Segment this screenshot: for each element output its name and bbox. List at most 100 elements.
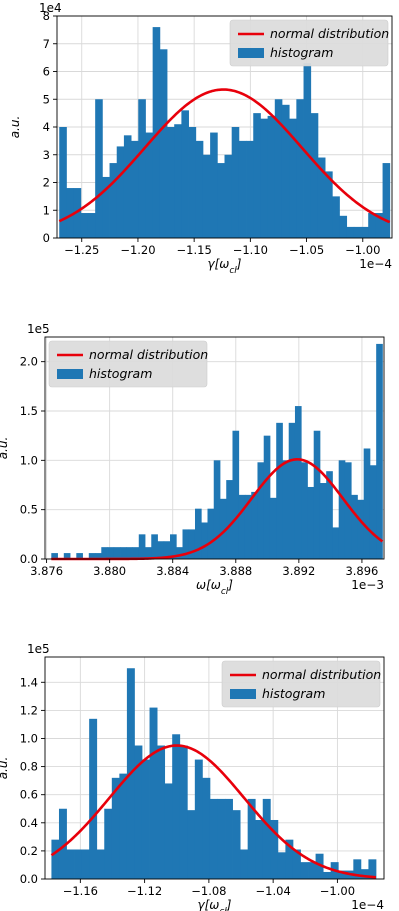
histogram-bar [202, 154, 211, 238]
histogram-bar [102, 176, 110, 238]
histogram-bar [149, 707, 158, 879]
x-offset-label: 1e−3 [351, 578, 384, 592]
histogram-bar [353, 226, 362, 238]
histogram-bar [141, 759, 150, 879]
x-tick-label: −1.00 [345, 243, 380, 257]
y-tick-label: 0.6 [20, 788, 38, 802]
histogram-bar [376, 343, 383, 559]
histogram-bar [219, 498, 227, 559]
x-tick-label: 3.880 [93, 564, 126, 578]
x-offset-label: 1e−4 [359, 257, 392, 271]
y-axis-label: a.u. [0, 757, 10, 780]
y-tick-label: 0.8 [20, 760, 38, 774]
histogram-bar [317, 157, 326, 238]
histogram-bar [138, 534, 146, 559]
histogram-bar [111, 777, 120, 879]
histogram-bars [51, 343, 383, 559]
histogram-bar [194, 759, 203, 879]
histogram-bar [262, 798, 271, 879]
y-offset-label: 1e5 [27, 322, 50, 336]
y-tick-label: 1.5 [20, 404, 38, 418]
histogram-bar [338, 460, 346, 559]
x-tick-label: −1.05 [289, 243, 324, 257]
histogram-bar [263, 435, 271, 559]
y-tick-label: 2 [43, 176, 50, 190]
histogram-bar [194, 508, 202, 559]
legend-label-histogram: histogram [89, 366, 152, 381]
x-tick-label: 3.888 [219, 564, 252, 578]
histogram-bar [246, 140, 254, 238]
chart-panel-3: −1.16 −1.12 −1.08 −1.04 −1.00 0.0 0.2 0.4 0.6 0.8… [0, 642, 385, 911]
histogram-bar [253, 113, 261, 238]
y-tick-label: 4 [43, 120, 50, 134]
histogram-bar [132, 547, 140, 559]
histogram-bar [188, 529, 196, 559]
histogram-bar [101, 547, 108, 559]
histogram-bar [113, 547, 121, 559]
histogram-bar [375, 213, 383, 238]
x-tick-label: −1.15 [177, 243, 212, 257]
histogram-bar [195, 140, 204, 238]
histogram-bar [315, 853, 324, 879]
x-tick-label: 3.892 [282, 564, 315, 578]
histogram-bar [332, 196, 340, 238]
legend-label-histogram: histogram [262, 686, 325, 701]
histogram-bar [289, 118, 297, 238]
histogram-bar [260, 118, 269, 238]
histogram-bar [63, 553, 71, 559]
histogram-bar [353, 859, 362, 879]
histogram-bar [351, 494, 358, 559]
histogram-bar [369, 465, 377, 559]
y-tick-label: 1 [43, 203, 50, 217]
x-axis-label: γ[ωcl] [198, 898, 232, 911]
histogram-bar [346, 226, 355, 238]
y-tick-label: 1.0 [20, 453, 38, 467]
y-tick-label: 0.4 [20, 816, 38, 830]
y-tick-label: 8 [43, 9, 50, 23]
histogram-bar [73, 188, 82, 238]
x-tick-label: −1.08 [191, 884, 226, 898]
legend-bar-swatch [238, 48, 264, 58]
legend-label-histogram: histogram [270, 45, 333, 60]
histogram-bar [76, 553, 83, 559]
histogram-bar [213, 460, 221, 559]
legend-label-normal: normal distribution [89, 347, 208, 362]
histogram-bar [116, 146, 125, 238]
histogram-bar [181, 110, 189, 238]
histogram-bar [274, 99, 283, 238]
axes-frame [44, 656, 385, 880]
histogram-bar [51, 553, 58, 559]
y-offset-label: 1e4 [39, 1, 62, 15]
histogram-bar [301, 462, 308, 559]
histogram-bar [182, 529, 190, 559]
x-tick-label: −1.25 [64, 243, 99, 257]
histogram-bar [131, 140, 139, 238]
y-tick-label: 0.2 [20, 844, 38, 858]
histogram-bar [104, 808, 113, 879]
histogram-bar [281, 104, 290, 238]
y-axis-label: a.u. [8, 116, 22, 139]
histogram-bar [176, 547, 183, 559]
x-tick-label: −1.16 [63, 884, 98, 898]
histogram-bar [145, 132, 154, 238]
legend: normal distribution histogram [221, 660, 381, 708]
histogram-bar [360, 869, 369, 879]
histogram-bar [157, 745, 166, 879]
histogram-bar [151, 534, 158, 559]
y-tick-label: 0.0 [20, 552, 38, 566]
normal-distribution-line [50, 744, 377, 879]
histogram-bar [126, 547, 133, 559]
histogram-bar [163, 541, 171, 559]
x-tick-label: 3.896 [345, 564, 378, 578]
histogram-bar [344, 462, 352, 559]
legend-bar-swatch [230, 689, 256, 699]
histogram-bar [109, 163, 118, 238]
histogram-bar [87, 213, 96, 238]
histogram-bar [174, 124, 182, 238]
histogram-bar [123, 135, 132, 238]
y-tick-label: 7 [43, 37, 50, 51]
legend: normal distribution histogram [229, 19, 389, 67]
histogram-bar [74, 849, 83, 879]
y-tick-label: 1.2 [20, 703, 38, 717]
